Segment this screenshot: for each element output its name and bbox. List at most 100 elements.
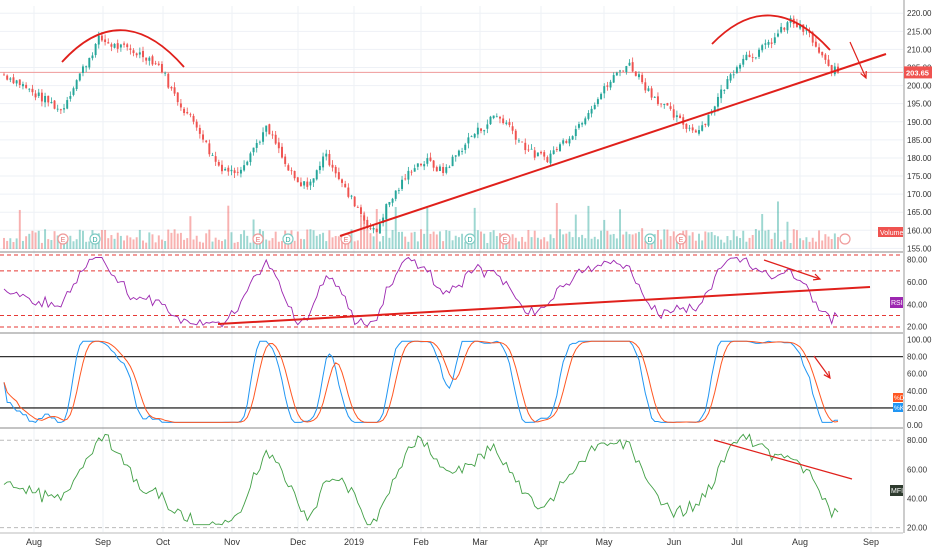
mfi-tick-label: 60.00: [907, 465, 928, 474]
candle-body: [75, 80, 78, 90]
candle-body: [88, 57, 91, 68]
event-marker: [839, 233, 851, 245]
candle-body: [116, 43, 119, 49]
candle-body: [818, 47, 821, 53]
candle-body: [666, 103, 669, 106]
candle-body: [337, 172, 340, 180]
candle-body: [748, 54, 751, 58]
volume-bar: [486, 242, 489, 249]
candle-body: [211, 155, 214, 156]
volume-bar: [732, 230, 735, 249]
candle-body: [9, 78, 12, 80]
volume-bar: [34, 232, 37, 249]
volume-bar: [18, 209, 21, 249]
volume-bar: [559, 229, 561, 249]
volume-bar: [758, 230, 760, 249]
candle-body: [454, 155, 457, 157]
candle-body: [502, 118, 505, 124]
volume-bar: [309, 229, 312, 249]
candle-body: [145, 57, 148, 61]
volume-bar: [555, 203, 558, 249]
candle-body: [243, 165, 246, 171]
candle-body: [407, 170, 410, 180]
candle-body: [549, 153, 552, 164]
volume-bar: [745, 241, 748, 249]
candle-body: [603, 86, 606, 94]
candle-body: [309, 181, 312, 186]
candle-body: [435, 167, 438, 172]
candle-body: [688, 127, 691, 129]
volume-bar: [723, 242, 726, 249]
candle-body: [811, 32, 814, 43]
stoch-tick-label: 40.00: [907, 387, 928, 396]
volume-bar: [230, 232, 233, 249]
x-tick-label: Aug: [26, 537, 42, 547]
candle-body: [821, 51, 824, 56]
candle-body: [110, 44, 113, 47]
volume-bar: [366, 229, 369, 249]
event-marker: [675, 233, 687, 245]
candle-body: [663, 103, 666, 105]
candle-body: [802, 24, 805, 32]
volume-bar: [773, 232, 776, 249]
volume-bar: [211, 241, 214, 249]
x-tick-label: Sep: [95, 537, 111, 547]
candle-body: [590, 108, 593, 114]
volume-bar: [6, 240, 9, 249]
volume-bar: [530, 237, 533, 249]
volume-bar: [429, 233, 432, 249]
mfi-line: [3, 433, 839, 526]
volume-bar: [25, 236, 28, 249]
volume-bar: [552, 238, 555, 249]
volume-bar: [113, 238, 116, 249]
candle-body: [701, 125, 704, 131]
candle-body: [268, 124, 271, 135]
volume-bar: [609, 234, 612, 249]
volume-bar: [208, 229, 211, 249]
candle-body: [536, 152, 539, 157]
candle-body: [274, 134, 277, 144]
candle-body: [369, 227, 372, 229]
mfi-trendline: [713, 439, 853, 480]
rsi-tick-label: 20.00: [907, 323, 928, 332]
candle-body: [221, 164, 223, 172]
volume-bar: [710, 232, 713, 249]
candle-body: [353, 196, 356, 207]
volume-bar: [761, 214, 764, 249]
candle-body: [123, 43, 126, 45]
candle-body: [410, 171, 413, 173]
stoch-down-arrow-head: [823, 371, 831, 380]
volume-bar: [470, 240, 473, 249]
candle-body: [473, 133, 476, 138]
volume-bar: [584, 238, 587, 249]
volume-bar: [451, 240, 454, 249]
volume-bar: [183, 239, 186, 249]
candle-body: [571, 136, 574, 140]
candle-body: [132, 50, 135, 54]
candle-body: [742, 58, 745, 65]
candle-body: [378, 223, 381, 234]
candle-body: [66, 100, 69, 109]
volume-bar: [154, 242, 157, 249]
volume-bar: [325, 241, 328, 249]
volume-bar: [792, 229, 795, 249]
candle-body: [641, 74, 644, 83]
volume-bar: [85, 241, 88, 249]
stoch-k-tag: [893, 403, 903, 412]
price-tick-label: 165.00: [907, 208, 932, 217]
volume-bar: [448, 230, 451, 249]
candle-body: [388, 201, 391, 205]
volume-bar: [543, 237, 546, 249]
volume-bar: [663, 229, 666, 249]
stoch-tick-label: 60.00: [907, 370, 928, 379]
candle-body: [205, 140, 208, 142]
candle-body: [767, 42, 770, 45]
candle-body: [615, 72, 618, 76]
volume-bar: [770, 238, 773, 249]
volume-bar: [754, 229, 757, 249]
arc-right-top: [711, 14, 831, 51]
volume-bar: [53, 231, 56, 249]
arc-left-top: [61, 29, 185, 68]
volume-bar: [318, 234, 321, 249]
volume-bar: [821, 240, 824, 249]
